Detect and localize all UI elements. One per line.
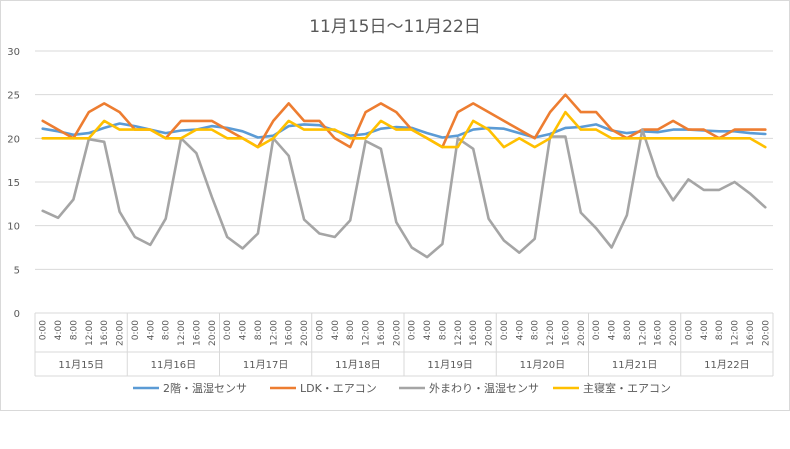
y-tick-label: 30	[7, 47, 20, 58]
x-day-label: 11月21日	[612, 359, 657, 371]
x-tick-label: 16:00	[377, 320, 387, 346]
x-tick-label: 0:00	[500, 320, 510, 340]
series-line	[41, 110, 767, 149]
series-line	[41, 122, 767, 139]
x-day-label: 11月22日	[704, 359, 749, 371]
x-tick-label: 4:00	[54, 320, 64, 340]
y-tick-label: 15	[7, 178, 20, 189]
y-tick-label: 20	[7, 134, 20, 145]
x-tick-label: 8:00	[438, 320, 448, 340]
x-tick-label: 0:00	[684, 320, 694, 340]
y-tick-label: 10	[7, 222, 20, 233]
x-tick-label: 4:00	[331, 320, 341, 340]
x-tick-label: 20:00	[761, 320, 771, 346]
x-tick-label: 8:00	[254, 320, 264, 340]
x-tick-label: 20:00	[669, 320, 679, 346]
x-tick-label: 12:00	[177, 320, 187, 346]
x-tick-label: 4:00	[146, 320, 156, 340]
y-tick-label: 25	[7, 91, 20, 102]
chart-title: 11月15日～11月22日	[309, 17, 481, 37]
x-tick-label: 0:00	[223, 320, 233, 340]
x-tick-label: 12:00	[269, 320, 279, 346]
legend-label: 主寝室・エアコン	[583, 381, 671, 395]
x-tick-label: 4:00	[239, 320, 249, 340]
x-tick-label: 8:00	[715, 320, 725, 340]
x-tick-label: 0:00	[131, 320, 141, 340]
legend-label: 外まわり・温湿センサ	[429, 382, 539, 395]
x-tick-label: 4:00	[423, 320, 433, 340]
x-tick-label: 0:00	[39, 320, 49, 340]
x-tick-label: 16:00	[285, 320, 295, 346]
x-tick-label: 16:00	[561, 320, 571, 346]
x-tick-label: 0:00	[408, 320, 418, 340]
x-tick-label: 12:00	[85, 320, 95, 346]
x-tick-label: 12:00	[546, 320, 556, 346]
x-tick-label: 8:00	[162, 320, 172, 340]
chart-frame	[0, 0, 790, 411]
x-tick-label: 16:00	[100, 320, 110, 346]
x-tick-label: 8:00	[346, 320, 356, 340]
x-day-label: 11月20日	[520, 359, 565, 371]
x-tick-label: 8:00	[531, 320, 541, 340]
x-tick-label: 12:00	[362, 320, 372, 346]
x-tick-label: 12:00	[731, 320, 741, 346]
x-tick-label: 20:00	[208, 320, 218, 346]
legend-label: 2階・温湿センサ	[163, 381, 247, 395]
x-tick-label: 16:00	[469, 320, 479, 346]
x-tick-label: 8:00	[623, 320, 633, 340]
x-tick-label: 20:00	[116, 320, 126, 346]
x-tick-label: 16:00	[746, 320, 756, 346]
x-tick-label: 8:00	[69, 320, 79, 340]
x-tick-label: 4:00	[608, 320, 618, 340]
x-tick-label: 12:00	[638, 320, 648, 346]
x-tick-label: 16:00	[654, 320, 664, 346]
x-tick-label: 20:00	[392, 320, 402, 346]
x-tick-label: 20:00	[485, 320, 495, 346]
x-day-label: 11月17日	[243, 359, 288, 371]
x-day-label: 11月19日	[427, 359, 472, 371]
x-tick-label: 20:00	[577, 320, 587, 346]
x-tick-label: 20:00	[300, 320, 310, 346]
y-tick-label: 5	[14, 265, 20, 276]
y-tick-label: 0	[14, 309, 20, 320]
x-tick-label: 0:00	[315, 320, 325, 340]
legend-label: LDK・エアコン	[300, 382, 377, 395]
x-tick-label: 4:00	[515, 320, 525, 340]
x-day-label: 11月15日	[58, 359, 103, 371]
line-chart: 0 5 10 15 20 25 30 0:00 4:00 8:00 12:00 16:00 20:00 0…	[7, 47, 774, 395]
x-tick-label: 16:00	[192, 320, 202, 346]
x-tick-label: 0:00	[592, 320, 602, 340]
x-day-label: 11月16日	[151, 359, 196, 371]
series-line	[41, 128, 767, 259]
x-tick-label: 12:00	[454, 320, 464, 346]
x-tick-label: 4:00	[700, 320, 710, 340]
x-day-label: 11月18日	[335, 359, 380, 371]
